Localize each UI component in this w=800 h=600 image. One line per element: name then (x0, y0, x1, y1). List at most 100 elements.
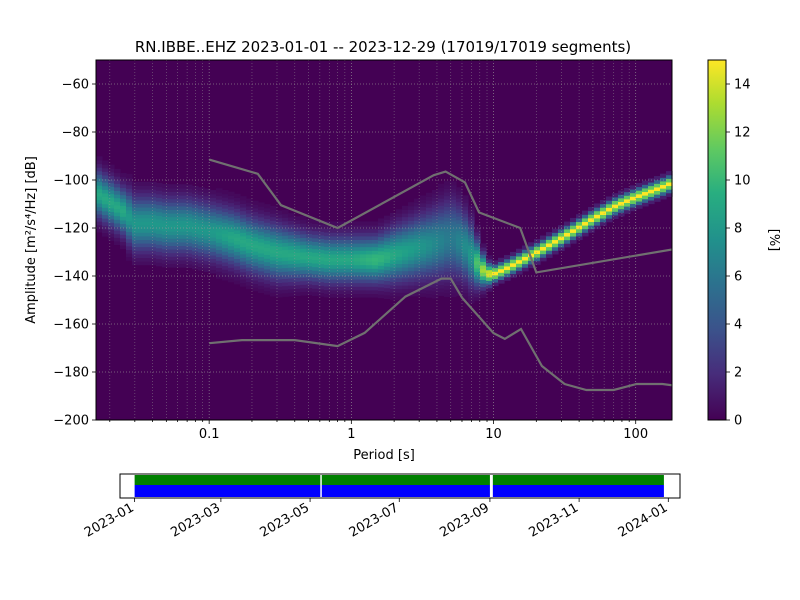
heatmap-cell (240, 235, 247, 240)
heatmap-cell (102, 174, 109, 180)
heatmap-cell (354, 225, 361, 230)
heatmap-cell (108, 171, 115, 177)
heatmap-cell (156, 254, 163, 260)
heatmap-cell (456, 223, 463, 228)
heatmap-cell (204, 199, 211, 204)
heatmap-cell (360, 235, 367, 240)
heatmap-cell (180, 241, 187, 246)
heatmap-cell (228, 263, 235, 268)
heatmap-cell (384, 273, 391, 278)
heatmap-cell (456, 248, 463, 253)
heatmap-cell (180, 227, 187, 232)
heatmap-cell (336, 239, 343, 244)
y-tick-label: −60 (62, 78, 89, 93)
heatmap-cell (510, 255, 517, 260)
heatmap-cell (444, 224, 451, 229)
heatmap-cell (228, 249, 235, 254)
heatmap-cell (516, 248, 523, 253)
heatmap-cell (360, 243, 367, 248)
heatmap-cell (396, 238, 403, 243)
heatmap-cell (264, 261, 271, 266)
heatmap-cell (168, 252, 175, 257)
heatmap-cell (204, 206, 211, 211)
heatmap-cell (222, 276, 229, 281)
heatmap-cell (456, 237, 463, 242)
heatmap-cell (372, 246, 379, 251)
heatmap-cell (108, 197, 115, 202)
chart-title: RN.IBBE..EHZ 2023-01-01 -- 2023-12-29 (1… (135, 38, 631, 56)
heatmap-cell (294, 266, 301, 271)
heatmap-cell (624, 209, 631, 214)
heatmap-cell (438, 216, 445, 221)
heatmap-cell (156, 186, 163, 191)
heatmap-cell (384, 226, 391, 231)
heatmap-cell (510, 262, 517, 267)
heatmap-cell (204, 224, 211, 229)
heatmap-cell (438, 244, 445, 250)
heatmap-cell (156, 215, 163, 220)
heatmap-cell (372, 286, 379, 291)
heatmap-cell (576, 228, 583, 233)
heatmap-cell (372, 257, 379, 262)
heatmap-cell (444, 195, 451, 200)
heatmap-cell (570, 239, 577, 244)
heatmap-cell (222, 240, 229, 245)
heatmap-cell (228, 231, 235, 236)
heatmap-cell (348, 246, 355, 251)
heatmap-cell (624, 191, 631, 196)
heatmap-cell (246, 220, 253, 225)
timeline-tick-label: 2023-03 (168, 500, 223, 540)
heatmap-cell (324, 257, 331, 262)
heatmap-cell (408, 270, 415, 275)
heatmap-cell (186, 191, 193, 197)
heatmap-cell (150, 253, 157, 259)
heatmap-cell (528, 253, 535, 258)
heatmap-cell (186, 227, 193, 233)
heatmap-cell (372, 293, 379, 298)
heatmap-cell (366, 253, 373, 258)
heatmap-cell (120, 183, 127, 189)
heatmap-cell (300, 251, 307, 257)
heatmap-cell (624, 202, 631, 207)
x-axis-ticks: 0.1 1 10 100 (109, 420, 648, 442)
heatmap-cell (372, 268, 379, 273)
heatmap-cell (378, 272, 385, 277)
heatmap-cell (636, 186, 643, 191)
heatmap-cell (180, 213, 187, 218)
heatmap-cell (156, 258, 163, 263)
heatmap-cell (318, 263, 325, 268)
heatmap-cell (420, 209, 427, 215)
heatmap-cell (378, 236, 385, 241)
heatmap-cell (288, 277, 295, 283)
heatmap-cell (168, 245, 175, 250)
heatmap-cell (222, 261, 229, 267)
heatmap-cell (156, 200, 163, 206)
heatmap-cell (474, 278, 481, 283)
heatmap-cell (222, 200, 229, 205)
heatmap-cell (408, 205, 415, 210)
heatmap-cell (282, 267, 289, 272)
heatmap-cell (114, 168, 121, 174)
heatmap-cell (396, 288, 403, 293)
heatmap-cell (600, 221, 607, 226)
coverage-data-bar (134, 485, 321, 497)
heatmap-cell (342, 275, 349, 280)
heatmap-cell (342, 225, 349, 230)
heatmap-cell (432, 215, 439, 220)
heatmap-cell (276, 257, 283, 262)
heatmap-cell (402, 288, 409, 293)
heatmap-cell (408, 216, 415, 221)
heatmap-cell (198, 216, 205, 221)
heatmap-cell (462, 274, 469, 279)
heatmap-cell (282, 249, 289, 254)
heatmap-cell (186, 199, 193, 204)
heatmap-cell (168, 195, 175, 200)
heatmap-cell (414, 277, 421, 282)
heatmap-cell (96, 195, 103, 201)
heatmap-cell (618, 197, 625, 203)
heatmap-cell (108, 168, 115, 173)
heatmap-cell (120, 187, 127, 192)
heatmap-cell (162, 187, 169, 192)
heatmap-cell (276, 260, 283, 266)
heatmap-cell (342, 271, 349, 276)
